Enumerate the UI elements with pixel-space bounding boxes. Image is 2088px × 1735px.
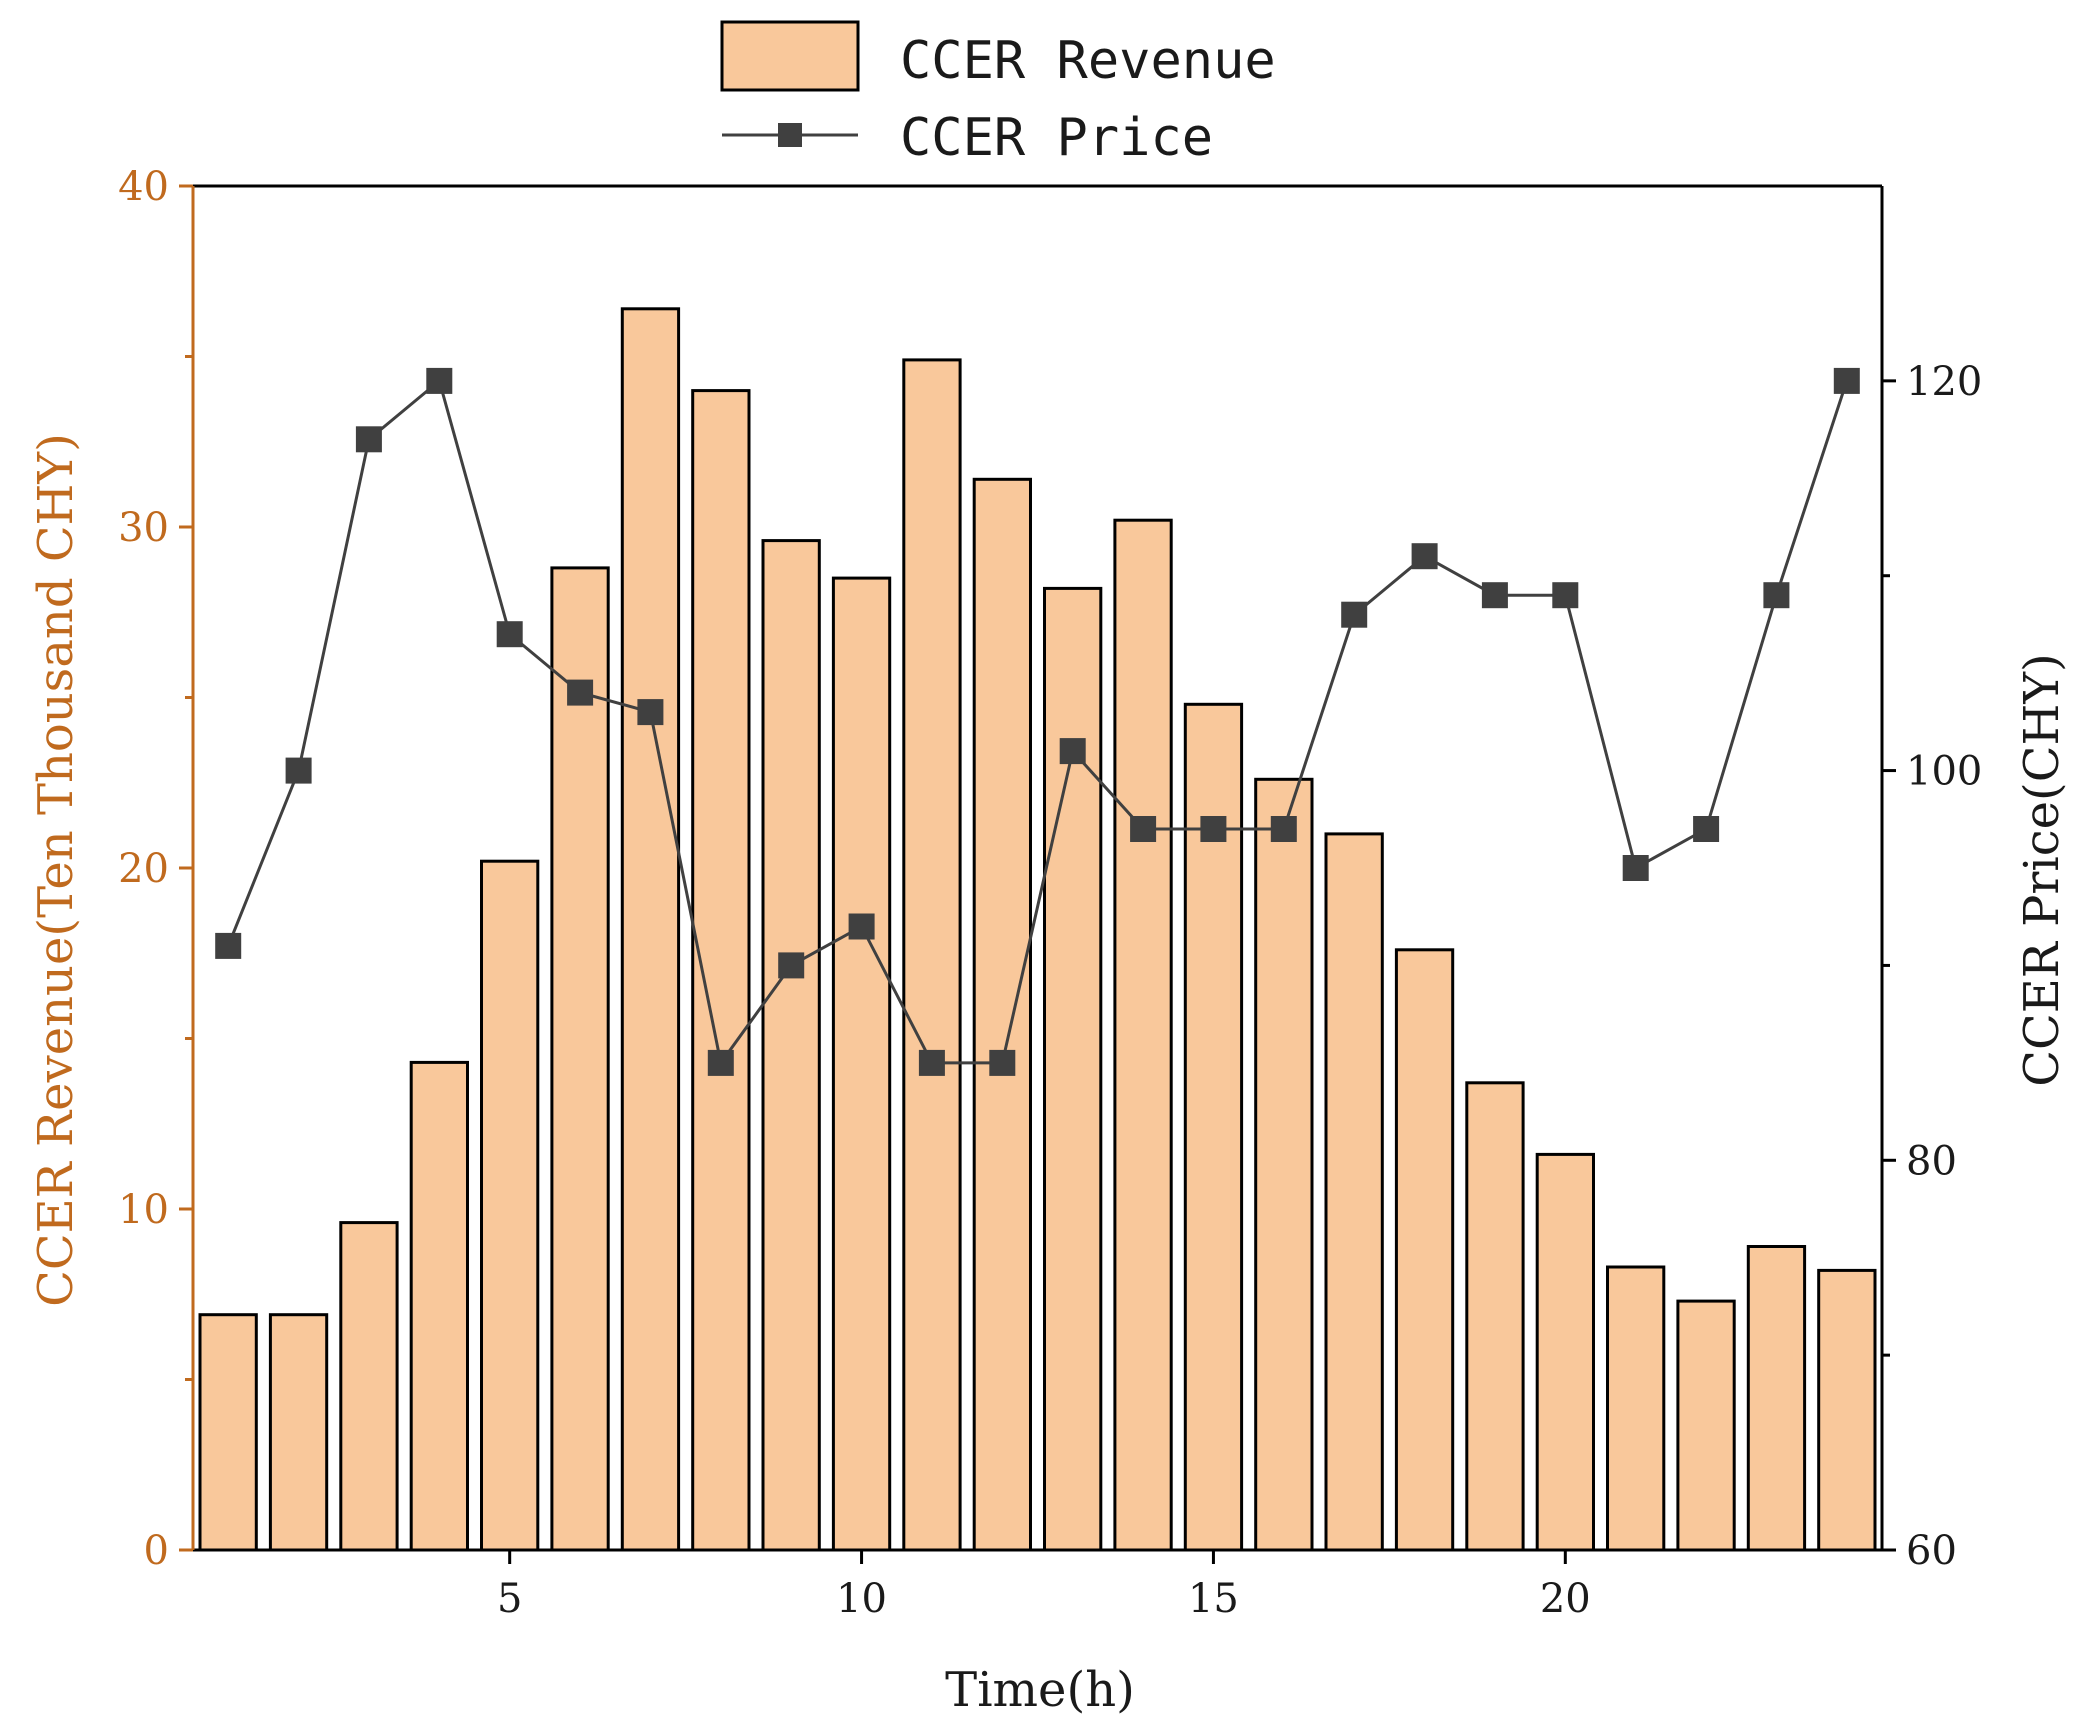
x-axis-title: Time(h) [945,1662,1135,1718]
price-point [1059,738,1086,765]
left-tick-label: 20 [118,846,169,892]
revenue-bar [1535,1152,1595,1552]
legend-price-label: CCER Price [900,108,1213,168]
price-series-line [226,378,1849,1067]
revenue-bar [831,576,892,1552]
revenue-bar [550,566,610,1552]
price-point [1833,367,1860,394]
price-point [1552,582,1579,609]
price-point [355,426,382,453]
price-point [1270,816,1297,842]
left-axis-title: CCER Revenue(Ten Thousand CHY) [28,433,84,1307]
right-tick-label: 120 [1906,359,1982,405]
x-tick-label: 20 [1540,1576,1591,1622]
legend-price-marker [778,123,802,147]
price-point [567,679,594,706]
revenue-bar [1465,1081,1525,1552]
revenue-bar [409,1060,470,1552]
right-axis-title: CCER Price(CHY) [2014,653,2070,1087]
revenue-bar [1043,586,1103,1552]
price-point [496,621,523,648]
price-point [1200,816,1227,842]
x-tick-label: 5 [497,1576,522,1622]
revenue-bar [480,859,540,1552]
revenue-bars [198,307,1877,1552]
price-point [1763,582,1790,609]
price-point [707,1049,734,1076]
right-tick-label: 80 [1906,1138,1957,1184]
revenue-bar [902,358,962,1552]
price-point [1130,816,1157,842]
revenue-bar [972,477,1033,1552]
revenue-bar [1113,518,1173,1552]
price-line [215,367,1860,1076]
price-point [1622,855,1649,881]
price-point [848,913,875,940]
price-point [778,952,805,979]
revenue-bar [1394,948,1455,1552]
legend-revenue-swatch [720,20,860,92]
revenue-bar [268,1313,329,1552]
revenue-bar [620,307,681,1552]
revenue-bar [1254,777,1314,1552]
legend: CCER Revenue CCER Price [720,20,1276,168]
legend-revenue-label: CCER Revenue [900,31,1276,91]
revenue-bar [1183,702,1244,1552]
price-point [1481,582,1508,609]
revenue-bar [198,1313,258,1552]
price-point [918,1049,945,1076]
right-tick-label: 60 [1906,1528,1957,1574]
price-point [215,932,242,959]
price-point [989,1049,1016,1076]
revenue-bar [1746,1245,1807,1552]
left-tick-label: 30 [118,505,169,551]
left-tick-label: 10 [118,1187,169,1233]
right-tick-label: 100 [1906,749,1982,795]
price-point [1411,543,1438,570]
x-tick-label: 15 [1188,1576,1239,1622]
price-point [1341,601,1368,628]
revenue-bar [1606,1265,1666,1552]
price-point [1693,816,1720,842]
revenue-bar [1324,832,1384,1552]
revenue-bar [1676,1299,1736,1552]
x-tick-label: 10 [836,1576,887,1622]
price-point [285,757,312,784]
revenue-bar [339,1221,399,1552]
axes: 5 10 15 20 0 10 20 30 40 60 80 100 120 [118,164,1982,1622]
price-point [637,699,664,726]
left-tick-label: 40 [118,164,169,210]
left-tick-label: 0 [144,1528,169,1574]
revenue-bar [761,539,821,1552]
revenue-bar [1817,1268,1877,1552]
price-point [426,367,453,394]
